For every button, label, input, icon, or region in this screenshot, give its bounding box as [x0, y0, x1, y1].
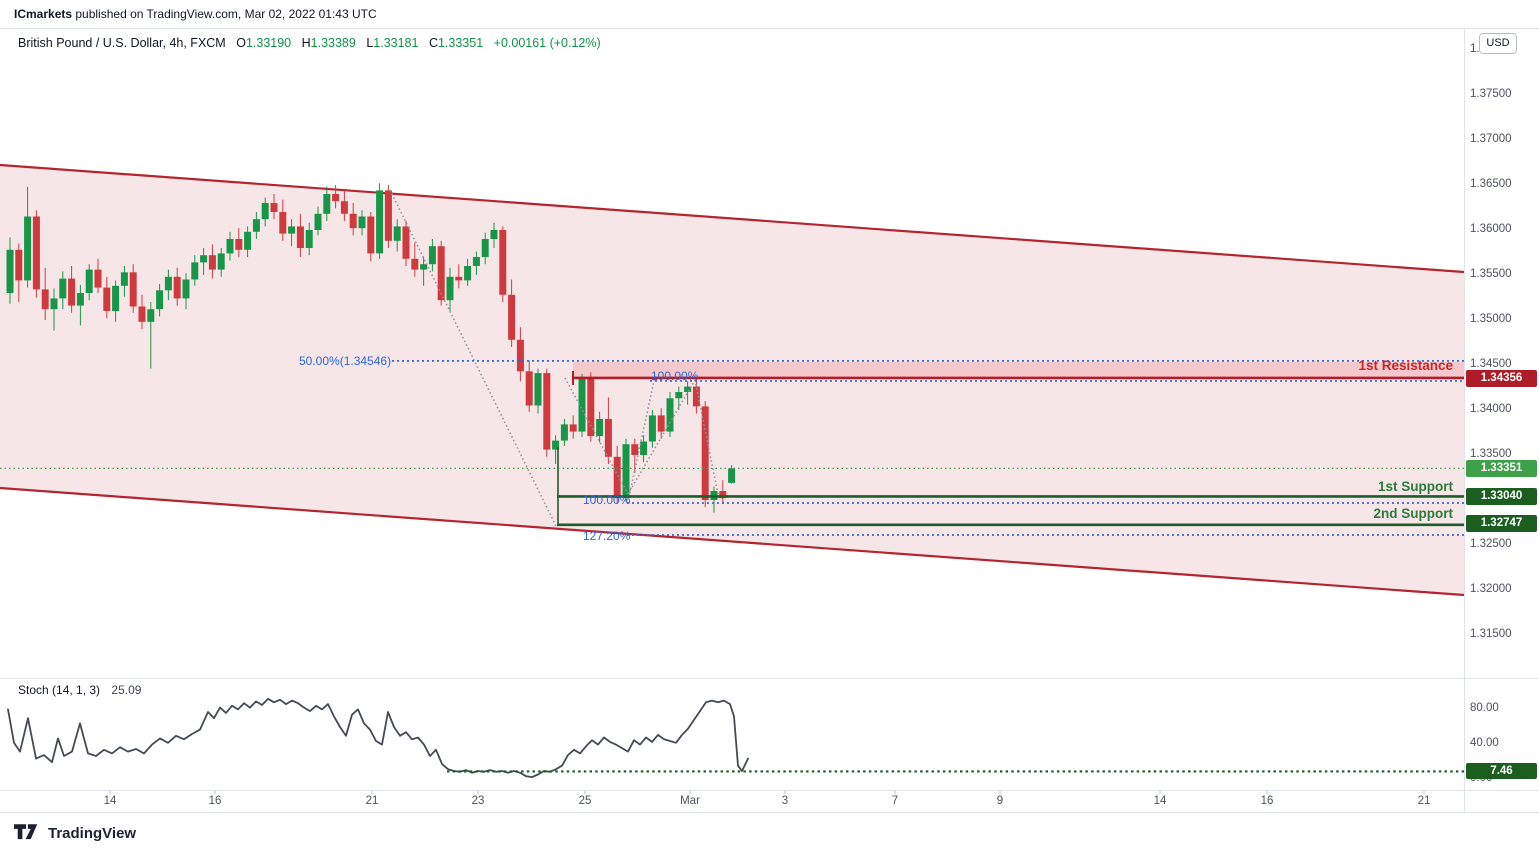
price-tick: 1.34000: [1470, 403, 1512, 415]
price-tick: 1.32500: [1470, 538, 1512, 550]
stoch-legend: Stoch (14, 1, 3) 25.09: [18, 683, 141, 697]
time-tick: 21: [365, 795, 379, 807]
change-value: +0.00161 (+0.12%): [493, 36, 601, 50]
time-tick: Mar: [680, 795, 700, 807]
resistance-price-box: 1.34356: [1466, 370, 1537, 387]
currency-toggle-button[interactable]: USD: [1479, 33, 1517, 54]
symbol-title: British Pound / U.S. Dollar, 4h, FXCM: [18, 36, 226, 50]
price-tick: 1.35500: [1470, 268, 1512, 280]
price-tick: 1.37500: [1470, 88, 1512, 100]
ohlc-low: L1.33181: [366, 36, 419, 50]
stoch-current-value: 25.09: [111, 683, 142, 697]
fib-pattern-dotted-lines: [389, 189, 720, 527]
footer-border: [0, 812, 1539, 813]
resistance-label[interactable]: 1st Resistance: [1358, 358, 1453, 373]
price-tick: 1.34500: [1470, 358, 1512, 370]
ohlc-high: H1.33389: [301, 36, 356, 50]
stochastic-plot: [7, 697, 1464, 778]
price-axis-border: [1464, 28, 1465, 812]
tradingview-logo-link[interactable]: TradingView: [14, 824, 136, 843]
support2-label[interactable]: 2nd Support: [1373, 506, 1454, 521]
time-tick: 14: [1153, 795, 1167, 807]
time-tick: 16: [208, 795, 222, 807]
descending-channel: [0, 163, 1465, 597]
stoch-title: Stoch (14, 1, 3): [18, 683, 101, 697]
publisher-note: ICmarkets published on TradingView.com, …: [14, 7, 377, 21]
price-tick: 1.36500: [1470, 178, 1512, 190]
resistance-zone: [573, 361, 1464, 378]
chart-top-border: [0, 28, 1539, 29]
price-tick: 1.37000: [1470, 133, 1512, 145]
price-tick: 1.33500: [1470, 448, 1512, 460]
time-tick: 23: [471, 795, 485, 807]
publisher-name: ICmarkets: [14, 7, 73, 21]
time-tick: 7: [891, 795, 899, 807]
stoch-value-box: 7.46: [1466, 763, 1537, 779]
ohlc-close: C1.33351: [428, 36, 484, 50]
support2-price-box: 1.32747: [1466, 515, 1537, 532]
time-tick: 14: [103, 795, 117, 807]
fib-100-upper-label[interactable]: 100.00%: [651, 369, 699, 383]
tradingview-logo-text: TradingView: [48, 825, 137, 842]
time-tick: 21: [1417, 795, 1431, 807]
price-tick: 1.31500: [1470, 628, 1512, 640]
candlesticks: [6, 183, 736, 513]
time-axis-border: [0, 790, 1539, 791]
fib-127-label[interactable]: 127.20%: [583, 529, 631, 543]
horizontal-levels: [0, 360, 1464, 536]
ohlc-open: O1.33190: [236, 36, 292, 50]
support1-label[interactable]: 1st Support: [1377, 479, 1453, 494]
support1-price-box: 1.33040: [1466, 488, 1537, 505]
price-tick: 1.35000: [1470, 313, 1512, 325]
pane-separator[interactable]: [0, 678, 1539, 679]
stoch-tick: 80.00: [1470, 702, 1499, 714]
price-tick: 1.32000: [1470, 583, 1512, 595]
time-tick: 25: [578, 795, 592, 807]
fib-100-lower-label[interactable]: 100.00%: [583, 493, 631, 507]
price-tick: 1.36000: [1470, 223, 1512, 235]
time-tick: 16: [1260, 795, 1274, 807]
tradingview-logo-icon: [14, 824, 38, 840]
publisher-rest: published on TradingView.com, Mar 02, 20…: [72, 7, 377, 21]
last-price-box: 1.33351: [1466, 460, 1537, 477]
stoch-tick: 40.00: [1470, 737, 1499, 749]
time-tick: 3: [781, 795, 789, 807]
time-tick: 9: [996, 795, 1004, 807]
symbol-legend: British Pound / U.S. Dollar, 4h, FXCM O1…: [18, 36, 601, 50]
fib-50-label[interactable]: 50.00%(1.34546): [299, 354, 392, 368]
